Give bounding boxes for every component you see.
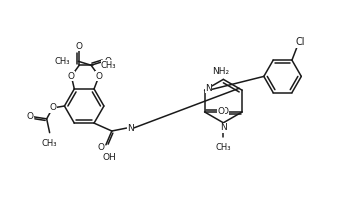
Text: O: O: [76, 42, 83, 51]
Text: CH₃: CH₃: [55, 57, 70, 66]
Text: CH₃: CH₃: [42, 139, 57, 148]
Text: O: O: [97, 143, 104, 152]
Text: O: O: [26, 112, 33, 121]
Text: O: O: [68, 72, 75, 81]
Text: O: O: [104, 57, 111, 66]
Text: O: O: [218, 107, 225, 116]
Text: N: N: [205, 84, 212, 93]
Text: O: O: [95, 72, 103, 81]
Text: N: N: [127, 123, 134, 132]
Text: Cl: Cl: [295, 37, 304, 47]
Text: O: O: [49, 104, 56, 113]
Text: CH₃: CH₃: [216, 143, 231, 152]
Text: OH: OH: [103, 153, 117, 162]
Text: CH₃: CH₃: [101, 61, 117, 70]
Text: NH₂: NH₂: [212, 67, 229, 76]
Text: N: N: [220, 123, 227, 132]
Text: O: O: [222, 107, 229, 116]
